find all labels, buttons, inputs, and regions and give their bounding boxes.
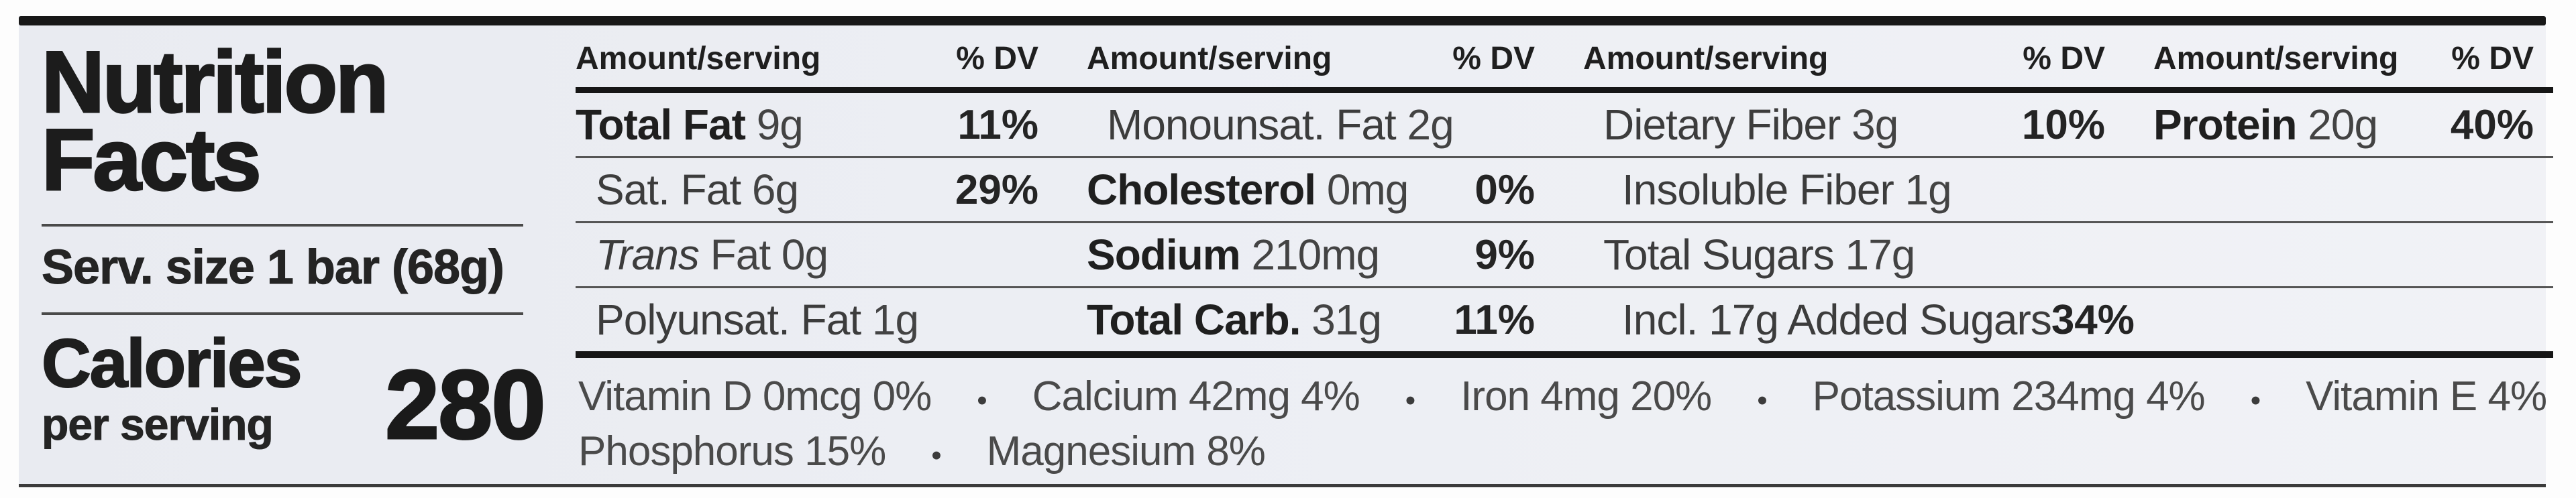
bullet-separator: •: [2250, 384, 2261, 417]
nutrient-dv: 34%: [2051, 296, 2135, 343]
table-row: Polyunsat. Fat 1g Total Carb. 31g 11% In…: [576, 288, 2553, 351]
header-cell: Amount/serving % DV: [1583, 40, 2153, 77]
title-line-1: Nutrition: [41, 33, 390, 131]
percent-dv-header: % DV: [2451, 40, 2534, 76]
bullet-separator: •: [1405, 384, 1415, 417]
nutrient-dv: 29%: [955, 166, 1038, 213]
nutrient-name: Total Fat: [576, 101, 746, 149]
nutrient-name: Polyunsat. Fat: [596, 296, 861, 344]
left-panel-divider: [42, 224, 523, 227]
nutrient-dv: 40%: [2450, 101, 2534, 148]
nutrient-dv: 0%: [1474, 166, 1535, 213]
nutrient-name: Protein: [2153, 101, 2297, 149]
nutrient-amount: 1g: [871, 296, 919, 344]
nutrient-name: Total Carb.: [1087, 296, 1301, 344]
micronutrient-item: Vitamin D 0mcg 0%: [578, 373, 932, 420]
nutrient-amount: 2g: [1407, 101, 1454, 149]
calories-block: Calories per serving 280: [41, 325, 576, 484]
nutrient-name: Dietary Fiber: [1603, 101, 1841, 149]
table-row: Trans Fat 0g Sodium 210mg 9% Total Sugar…: [576, 223, 2554, 288]
nutrient-table: Amount/serving % DV Amount/serving % DV …: [576, 25, 2554, 484]
micronutrient-item: Iron 4mg 20%: [1460, 373, 1712, 420]
calories-subtitle: per serving: [42, 399, 274, 450]
title-line-2: Facts: [41, 111, 263, 208]
nutrient-cell-total-sugars: Total Sugars 17g: [1583, 230, 2153, 279]
nutrition-facts-label: Nutrition Facts Serv. size 1 bar (68g) C…: [19, 16, 2554, 487]
nutrient-amount: 20g: [2308, 101, 2378, 149]
nutrient-name: Monounsat. Fat: [1107, 101, 1397, 149]
micronutrient-item: Vitamin E 4%: [2306, 373, 2547, 420]
bullet-separator: •: [1757, 384, 1767, 417]
nutrient-amount: Fat 0g: [710, 231, 828, 279]
nutrient-amount: 17g: [1845, 231, 1916, 279]
micronutrient-item: Phosphorus 15%: [578, 428, 886, 475]
nutrient-name: Insoluble Fiber: [1622, 166, 1894, 214]
nutrient-name: Sat. Fat: [596, 166, 741, 214]
amount-serving-header: Amount/serving: [576, 40, 821, 76]
nutrition-facts-title: Nutrition Facts: [41, 33, 576, 208]
nutrient-amount: 9g: [756, 101, 804, 149]
amount-serving-header: Amount/serving: [1087, 40, 1332, 76]
nutrient-name: Cholesterol: [1087, 166, 1316, 214]
table-row: Sat. Fat 6g 29% Cholesterol 0mg 0% Insol…: [576, 158, 2554, 223]
percent-dv-header: % DV: [956, 40, 1038, 76]
label-top-border: [19, 16, 2546, 25]
micronutrients-line-1: Vitamin D 0mcg 0% • Calcium 42mg 4% • Ir…: [578, 371, 2547, 426]
calories-value: 280: [384, 349, 547, 460]
nutrient-dv: 11%: [957, 101, 1038, 148]
left-panel: Nutrition Facts Serv. size 1 bar (68g) C…: [19, 25, 576, 484]
nutrient-name: Sodium: [1087, 231, 1241, 279]
nutrient-cell-trans-fat: Trans Fat 0g: [576, 230, 1087, 279]
nutrient-cell-total-fat: Total Fat 9g 11%: [576, 100, 1087, 149]
nutrient-name: Trans: [596, 231, 700, 279]
nutrient-cell-polyunsat-fat: Polyunsat. Fat 1g: [576, 295, 1087, 345]
nutrient-amount: 0mg: [1326, 166, 1409, 214]
table-header-row: Amount/serving % DV Amount/serving % DV …: [576, 29, 2554, 93]
nutrient-dv: 9%: [1474, 231, 1535, 278]
nutrient-cell-sodium: Sodium 210mg 9%: [1087, 230, 1583, 279]
bullet-separator: •: [977, 384, 987, 417]
amount-serving-header: Amount/serving: [2153, 40, 2399, 76]
micronutrient-item: Calcium 42mg 4%: [1032, 373, 1360, 420]
nutrient-amount: 6g: [751, 166, 799, 214]
nutrient-cell-cholesterol: Cholesterol 0mg 0%: [1087, 165, 1583, 214]
nutrient-dv: 11%: [1454, 296, 1535, 343]
header-cell: Amount/serving % DV: [2153, 40, 2546, 77]
left-panel-divider: [42, 312, 523, 315]
micronutrients-footer: Vitamin D 0mcg 0% • Calcium 42mg 4% • Ir…: [576, 351, 2554, 481]
nutrient-cell-sat-fat: Sat. Fat 6g 29%: [576, 165, 1087, 214]
percent-dv-header: % DV: [1452, 40, 1535, 76]
nutrient-cell-dietary-fiber: Dietary Fiber 3g 10%: [1583, 100, 2153, 149]
table-row: Total Fat 9g 11% Monounsat. Fat 2g Dieta…: [576, 93, 2554, 158]
nutrient-amount: 31g: [1311, 296, 1382, 344]
label-bottom-border: [19, 484, 2546, 487]
label-content: Nutrition Facts Serv. size 1 bar (68g) C…: [19, 25, 2554, 484]
serving-size-text: Serv. size 1 bar (68g): [42, 241, 505, 295]
nutrient-amount: 1g: [1904, 166, 1952, 214]
nutrient-cell-total-carb: Total Carb. 31g 11%: [1087, 295, 1583, 345]
nutrient-cell-protein: Protein 20g 40%: [2153, 100, 2546, 149]
micronutrient-item: Potassium 234mg 4%: [1812, 373, 2206, 420]
nutrient-amount: 210mg: [1251, 231, 1380, 279]
percent-dv-header: % DV: [2023, 40, 2105, 76]
bullet-separator: •: [931, 439, 941, 472]
nutrient-name: Incl. 17g Added Sugars: [1622, 296, 2052, 344]
micronutrients-line-2: Phosphorus 15% • Magnesium 8%: [578, 426, 2546, 481]
nutrient-name: Total Sugars: [1603, 231, 1835, 279]
amount-serving-header: Amount/serving: [1583, 40, 1829, 76]
nutrient-cell-monounsat-fat: Monounsat. Fat 2g: [1087, 100, 1583, 149]
nutrient-cell-insoluble-fiber: Insoluble Fiber 1g: [1583, 165, 2153, 214]
nutrient-cell-added-sugars: Incl. 17g Added Sugars 34%: [1583, 295, 2153, 345]
calories-title: Calories: [41, 325, 303, 401]
header-cell: Amount/serving % DV: [1087, 40, 1583, 77]
nutrient-dv: 10%: [2021, 101, 2105, 148]
nutrient-amount: 3g: [1851, 101, 1898, 149]
micronutrient-item: Magnesium 8%: [986, 428, 1266, 475]
header-cell: Amount/serving % DV: [576, 40, 1087, 77]
